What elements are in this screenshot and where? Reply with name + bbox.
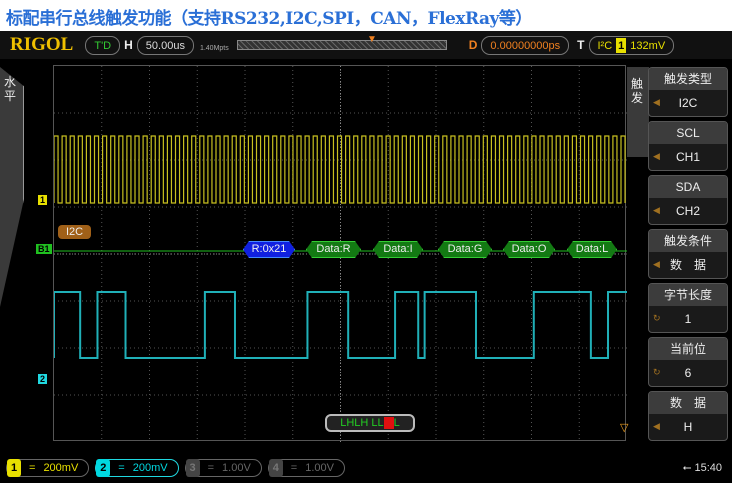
decode-packet: Data:O <box>503 241 555 258</box>
arrow-left-icon: ◀ <box>653 97 660 107</box>
knob-icon: ↻ <box>653 313 661 323</box>
trigger-delay[interactable]: 0.00000000ps <box>481 35 570 55</box>
trigger-type: I²C <box>597 39 613 52</box>
menu-item[interactable]: 触发条件数 据 ◀ <box>648 229 728 279</box>
horizontal-tab[interactable]: 水平 <box>0 67 24 307</box>
channel-2-scale[interactable]: 2 = 200mV <box>95 459 179 477</box>
timebase[interactable]: 50.00us <box>136 35 194 55</box>
trigger-source: 1 <box>616 37 627 53</box>
channel-number: 4 <box>268 459 283 477</box>
ch1-marker[interactable]: 1 <box>38 195 48 205</box>
arrow-left-icon: ◀ <box>653 259 660 269</box>
code-before: LHLH LL <box>340 417 384 429</box>
ch2-marker[interactable]: 2 <box>38 374 48 384</box>
arrow-left-icon: ◀ <box>653 151 660 161</box>
channel-number: 2 <box>96 459 111 477</box>
menu-item-title: 字节长度 <box>649 284 727 306</box>
menu-item-value: H <box>683 420 693 434</box>
decode-packet: Data:R <box>306 241 361 258</box>
t-label: T <box>577 38 585 52</box>
trigger-position-icon: ▼ <box>367 34 377 45</box>
menu-item-value: 数 据 <box>669 258 706 272</box>
menu-item-value: CH1 <box>675 150 700 164</box>
top-status-bar: RIGOL T'D H 50.00us 1.40Mpts ▼ D 0.00000… <box>0 31 732 59</box>
clock: ⭠ 15:40 <box>682 461 722 474</box>
channel-bar: 1 = 200mV 2 = 200mV 3 = 1.00V 4 = 1.00V ⭠ 15:40 <box>0 453 732 483</box>
menu-item-title: 触发类型 <box>649 68 727 90</box>
decode-packet: Data:L <box>567 241 617 258</box>
menu-item[interactable]: 字节长度 1 ↻ <box>648 283 728 333</box>
oscilloscope-screen: RIGOL T'D H 50.00us 1.40Mpts ▼ D 0.00000… <box>0 31 732 483</box>
rigol-logo: RIGOL <box>10 34 74 55</box>
time: 15:40 <box>694 461 722 474</box>
menu-item-title: 数 据 <box>649 392 727 414</box>
bus-type-label: I2C <box>58 225 92 239</box>
coupling-icon: = <box>118 462 125 474</box>
trigger-level-icon: ▽ <box>620 422 629 434</box>
channel-scale: 200mV <box>43 462 79 474</box>
trigger-tab[interactable]: 触发 <box>627 67 649 157</box>
menu-item[interactable]: SCL CH1 ◀ <box>648 121 728 171</box>
trigger-menu: 触发类型 I2C ◀ SCL CH1 ◀ SDA CH2 ◀ 触发条件数 据 ◀ 字节长度 1 ↻ 当前位 6… <box>648 67 728 445</box>
ch2-waveform <box>54 291 627 359</box>
waveform-overview <box>236 40 447 50</box>
caption: 标配串行总线触发功能（支持RS232,I2C,SPI，CAN，FlexRay等） <box>6 9 532 29</box>
menu-item[interactable]: 触发类型 I2C ◀ <box>648 67 728 117</box>
menu-item-title: 触发条件 <box>649 230 727 252</box>
menu-item-title: SDA <box>649 176 727 198</box>
memory-depth: 1.40Mpts <box>199 44 229 52</box>
menu-item[interactable]: 当前位 6 ↻ <box>648 337 728 387</box>
menu-item-value: 1 <box>684 312 692 326</box>
trigger-level: 132mV <box>630 39 666 52</box>
code-after: L <box>393 417 400 429</box>
coupling-icon: = <box>207 462 215 474</box>
run-status[interactable]: T'D <box>85 35 121 55</box>
decode-packet: Data:I <box>373 241 423 258</box>
menu-item-value: I2C <box>678 96 698 110</box>
channel-scale: 200mV <box>132 462 168 474</box>
channel-scale: 1.00V <box>222 462 251 474</box>
channel-1-scale[interactable]: 1 = 200mV <box>6 459 90 477</box>
decode-packet: Data:G <box>438 241 492 258</box>
trigger-code: LHLH LLHL <box>325 414 415 432</box>
arrow-left-icon: ◀ <box>653 205 660 215</box>
menu-item-title: SCL <box>649 122 727 144</box>
menu-item[interactable]: 数 据 H ◀ <box>648 391 728 441</box>
trigger-info[interactable]: I²C 1 132mV <box>588 35 675 55</box>
channel-3-scale[interactable]: 3 = 1.00V <box>184 459 262 477</box>
decode-packet: R:0x21 <box>243 241 295 258</box>
menu-item[interactable]: SDA CH2 ◀ <box>648 175 728 225</box>
channel-number: 3 <box>185 459 200 477</box>
menu-item-title: 当前位 <box>649 338 727 360</box>
menu-item-value: CH2 <box>675 204 700 218</box>
h-label: H <box>124 38 133 52</box>
d-label: D <box>468 38 478 52</box>
channel-4-scale[interactable]: 4 = 1.00V <box>267 459 345 477</box>
bus-marker[interactable]: B1 <box>36 244 52 254</box>
menu-item-value: 6 <box>684 366 692 380</box>
ch1-waveform <box>54 135 626 204</box>
channel-number: 1 <box>7 459 21 477</box>
coupling-icon: = <box>29 462 36 474</box>
knob-icon: ↻ <box>653 367 661 377</box>
code-current-bit: H <box>383 417 394 429</box>
coupling-icon: = <box>290 462 298 474</box>
channel-scale: 1.00V <box>305 462 334 474</box>
arrow-left-icon: ◀ <box>653 421 660 431</box>
